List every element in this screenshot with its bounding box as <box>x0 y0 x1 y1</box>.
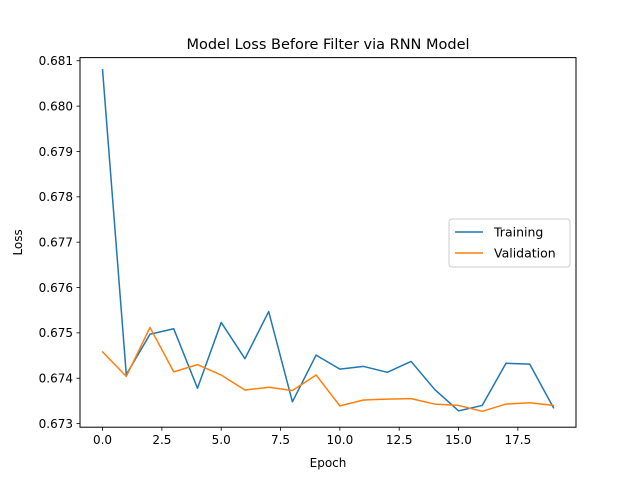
legend-box <box>448 218 571 268</box>
x-axis: 0.0 2.5 5.0 7.5 10.0 12.5 15.0 17.5 <box>93 427 531 447</box>
y-tick-label: 0.674 <box>39 372 73 386</box>
series-line-training <box>101 69 555 412</box>
legend-label-validation: Validation <box>494 246 556 261</box>
series-line-validation <box>101 326 555 413</box>
y-tick-label: 0.679 <box>39 145 73 159</box>
y-tick-label: 0.678 <box>39 190 73 204</box>
x-tick-label: 0.0 <box>93 433 112 447</box>
legend: Training Validation <box>448 218 571 268</box>
x-tick-label: 10.0 <box>327 433 354 447</box>
y-tick-label: 0.680 <box>39 99 73 113</box>
x-tick-label: 7.5 <box>271 433 290 447</box>
y-tick-label: 0.677 <box>39 235 73 249</box>
plot-lines <box>101 69 555 413</box>
x-tick-label: 15.0 <box>445 433 472 447</box>
x-tick-label: 5.0 <box>212 433 231 447</box>
x-tick-label: 2.5 <box>152 433 171 447</box>
y-axis: 0.673 0.674 0.675 0.676 0.677 0.678 0.679 0.680… <box>39 54 80 431</box>
y-tick-label: 0.673 <box>39 417 73 431</box>
chart-title: Model Loss Before Filter via RNN Model <box>186 37 469 53</box>
y-axis-label: Loss <box>11 229 25 255</box>
y-tick-label: 0.681 <box>39 54 73 68</box>
x-axis-label: Epoch <box>310 456 347 470</box>
y-tick-label: 0.675 <box>39 326 73 340</box>
legend-label-training: Training <box>493 225 543 240</box>
y-tick-label: 0.676 <box>39 281 73 295</box>
x-tick-label: 17.5 <box>504 433 531 447</box>
x-tick-label: 12.5 <box>386 433 413 447</box>
